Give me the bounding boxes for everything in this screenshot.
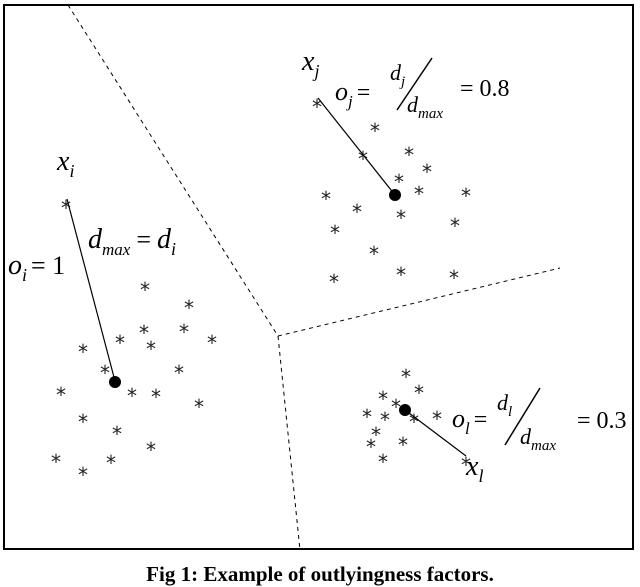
cluster-l-point-8: * [432,407,442,431]
cluster-i-point-5: * [179,320,189,344]
cluster-j-point-6: * [394,170,404,194]
cluster-l-point-5: * [362,405,372,429]
cluster-i-point-12: * [56,383,66,407]
svg-text:ol=: ol = [452,404,487,438]
distance-line-l [404,409,467,457]
svg-text:dmax: dmax [407,92,443,122]
cluster-j-point-8: * [461,184,471,208]
cluster-l-point-1: * [401,365,411,389]
factor-label-oj: oj = dj dmax = 0.8 [335,57,510,122]
cluster-l-point-13: * [461,453,471,477]
cluster-l-point-7: * [409,410,419,434]
cluster-i-point-3: * [184,296,194,320]
cluster-i-point-9: * [207,331,217,355]
cluster-j-point-2: * [370,119,380,143]
cluster-j-point-4: * [358,147,368,171]
cluster-l-point-3: * [414,381,424,405]
cluster-j-points: ****** * *** * **** ** [312,95,471,294]
centroids [109,189,411,416]
centroid-l [399,404,411,416]
cluster-i-point-4: * [139,321,149,345]
point-label-xl: xl [465,451,483,486]
svg-text:oj=: oj = [335,77,370,111]
cluster-boundaries [67,4,561,551]
cluster-j-point-17: * [329,270,339,294]
cluster-i-point-20: * [78,463,88,487]
cluster-l-point-11: * [378,450,388,474]
centroid-j [389,189,401,201]
cluster-i-point-8: * [146,337,156,361]
cluster-j-point-13: * [330,221,340,245]
distance-line-j [317,97,396,196]
cluster-j-point-11: * [396,206,406,230]
cluster-l-point-6: * [380,408,390,432]
cluster-j-point-5: * [422,160,432,184]
centroid-i [109,376,121,388]
cluster-i-point-18: * [146,438,156,462]
boundary-lower [277,335,301,551]
cluster-i-points: **** ** * * ** ** * * ** **** * [51,196,217,487]
cluster-i-point-13: * [127,384,137,408]
cluster-l-point-12: * [366,435,376,459]
cluster-j-point-14: * [369,242,379,266]
cluster-i-point-15: * [194,395,204,419]
cluster-i-point-6: * [78,340,88,364]
cluster-i-point-10: * [100,361,110,385]
point-label-xi: xi [56,146,74,181]
point-label-xj: xj [301,46,319,81]
cluster-i-point-1: * [61,196,71,220]
svg-text:= 0.3: = 0.3 [577,408,627,434]
cluster-i-point-7: * [115,331,125,355]
cluster-l-point-9: * [371,423,381,447]
cluster-i-point-16: * [78,410,88,434]
cluster-i-point-21: * [106,451,116,475]
distance-lines [66,97,467,457]
cluster-j-point-16: * [449,266,459,290]
cluster-j-point-15: * [396,263,406,287]
svg-text:dl: dl [497,390,512,420]
svg-text:dmax: dmax [520,424,556,454]
cluster-l-point-10: * [398,433,408,457]
cluster-j-point-12: * [450,214,460,238]
cluster-i-point-11: * [174,361,184,385]
cluster-i-point-17: * [112,422,122,446]
cluster-j-point-1: * [312,95,322,119]
dmax-label-i: dmax = di [88,224,176,259]
cluster-l-point-4: * [391,395,401,419]
boundary-right [277,267,561,337]
figure-caption: Fig 1: Example of outlyingness factors. [146,562,494,586]
cluster-i-point-14: * [151,385,161,409]
boundary-upper [67,4,279,337]
cluster-i-point-19: * [51,450,61,474]
svg-text:= 0.8: = 0.8 [460,76,510,102]
svg-text:dj: dj [390,60,405,90]
factor-label-oi: oi = 1 [8,250,65,285]
cluster-j-point-7: * [414,182,424,206]
cluster-i-point-2: * [140,278,150,302]
factor-label-ol: ol = dl dmax = 0.3 [452,387,627,454]
cluster-j-point-10: * [352,200,362,224]
distance-line-i [66,198,116,382]
cluster-l-point-2: * [378,387,388,411]
cluster-j-point-3: * [404,143,414,167]
cluster-j-point-9: * [321,187,331,211]
cluster-l-points: ** *** * * ** **** [362,365,471,477]
figure-frame [3,4,634,550]
